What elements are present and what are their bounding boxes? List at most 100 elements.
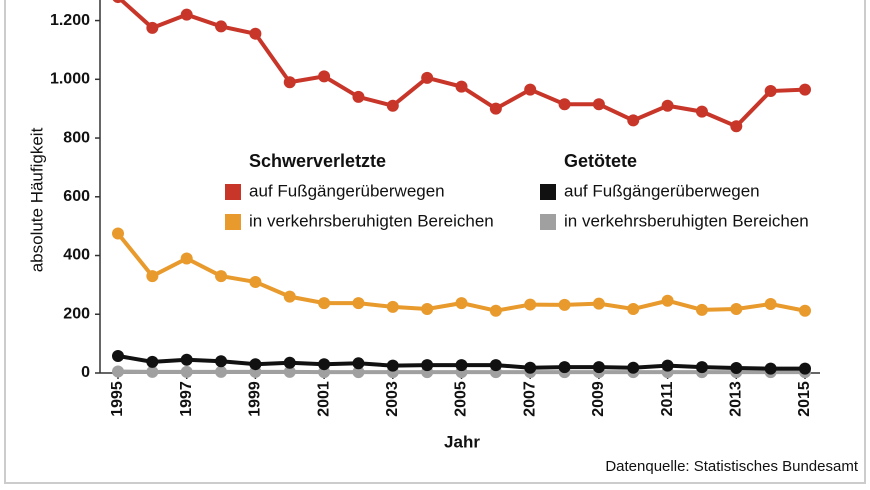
data-point [661,99,674,112]
x-tick-label: 2009 [590,381,607,417]
x-tick-label: 1997 [178,381,195,417]
data-point [215,355,228,368]
source: Datenquelle: Statistisches Bundesamt [605,458,858,475]
data-point [455,297,468,310]
legend-swatch [225,214,241,230]
data-point [764,297,777,310]
x-tick-label: 2011 [659,382,676,417]
data-point [146,270,159,283]
data-point [455,80,468,93]
data-point [352,297,365,310]
data-point [421,302,434,315]
data-point [112,227,124,240]
data-point [558,98,571,111]
data-point [661,359,674,372]
data-point [730,120,743,133]
data-point [455,359,468,372]
data-point [283,290,296,303]
data-point [215,365,228,378]
data-point [592,98,605,111]
data-point [730,302,743,315]
data-point [695,361,708,374]
data-point [180,252,193,265]
data-point [112,349,124,362]
x-tick-label: 1999 [247,381,264,417]
legend-label: in verkehrsberuhigten Bereichen [564,211,809,230]
x-tick-label: 2013 [728,381,745,417]
y-tick-label: 600 [63,188,90,205]
data-point [386,300,399,313]
y-tick-label: 1.200 [50,12,90,29]
data-point [180,365,193,378]
plot-area [112,0,811,379]
data-point [489,102,502,115]
data-point [799,304,811,317]
data-point [215,270,228,283]
data-point [558,361,571,374]
data-point [318,358,331,371]
x-tick-label: 1995 [109,381,126,417]
x-tick-label: 2001 [315,381,332,417]
data-point [146,355,159,368]
data-point [592,297,605,310]
x-tick-label: 2015 [796,381,813,417]
data-point [421,71,434,84]
data-point [352,357,365,370]
data-point [695,303,708,316]
data-point [146,365,159,378]
legend-title: Getötete [564,151,637,171]
data-point [695,105,708,118]
data-point [318,70,331,83]
legend-label: auf Fußgängerüberwegen [564,181,760,200]
legend-title: Schwerverletzte [249,151,386,171]
data-point [489,304,502,317]
legend-swatch [540,214,556,230]
x-tick-label: 2005 [453,381,470,417]
data-point [318,297,331,310]
x-axis-label: Jahr [444,432,480,451]
data-point [524,361,537,374]
data-point [146,21,159,34]
data-point [180,8,193,21]
data-point [489,359,502,372]
frame [4,0,866,484]
x-tick-label: 2007 [521,381,538,417]
data-point [799,362,811,375]
data-point [283,365,296,378]
data-point [249,358,262,371]
x-tick-label: 2003 [384,381,401,417]
legend-swatch [225,184,241,200]
data-point [524,83,537,96]
legend-label: auf Fußgängerüberwegen [249,181,445,200]
data-point [764,85,777,98]
data-point [283,76,296,89]
data-point [352,90,365,103]
data-point [764,362,777,375]
data-point [283,356,296,369]
y-tick-label: 800 [63,129,90,146]
data-point [215,20,228,33]
y-axis-label: absolute Häufigkeit [27,127,46,272]
legend-label: in verkehrsberuhigten Bereichen [249,211,494,230]
data-point [386,359,399,372]
data-point [112,0,124,4]
data-point [180,353,193,366]
data-point [627,361,640,374]
y-tick-label: 1.000 [50,71,90,88]
data-point [627,302,640,315]
data-point [112,365,124,378]
data-point [524,298,537,311]
y-tick-label: 400 [63,247,90,264]
data-point [249,27,262,40]
data-point [352,366,365,379]
data-point [386,99,399,112]
y-tick-label: 0 [81,364,90,381]
legend-swatch [540,184,556,200]
data-point [730,362,743,375]
data-point [249,275,262,288]
data-point [421,359,434,372]
data-point [558,298,571,311]
data-point [592,361,605,374]
data-point [661,294,674,307]
